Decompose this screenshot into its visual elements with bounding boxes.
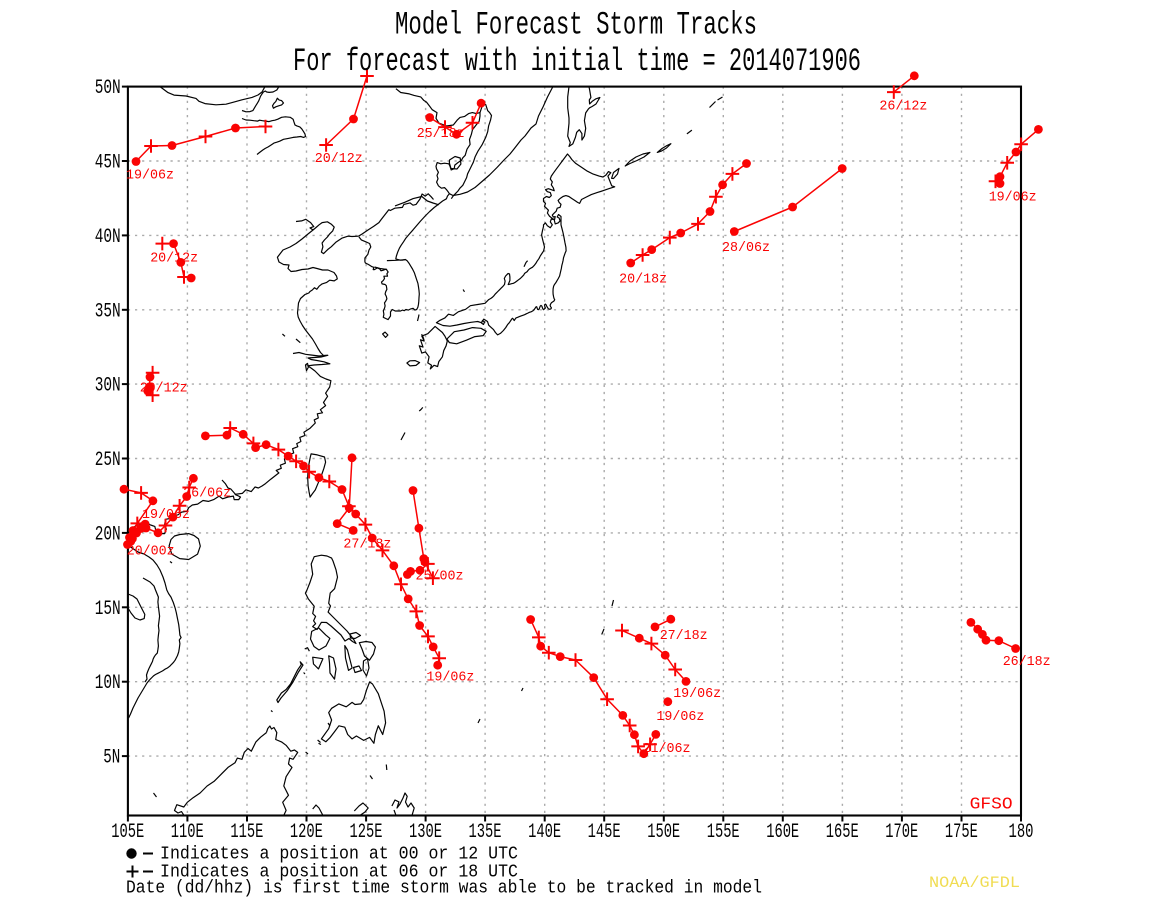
svg-text:35N: 35N bbox=[95, 300, 121, 323]
svg-text:180: 180 bbox=[1009, 821, 1034, 844]
svg-text:135E: 135E bbox=[469, 821, 502, 844]
svg-text:19/06z: 19/06z bbox=[673, 686, 721, 702]
svg-text:19/06z: 19/06z bbox=[656, 709, 704, 725]
svg-text:10N: 10N bbox=[95, 672, 121, 695]
svg-text:21/06z: 21/06z bbox=[643, 741, 691, 757]
svg-text:Indicates a position at 00 or: Indicates a position at 00 or 12 UTC bbox=[160, 845, 518, 865]
svg-text:140E: 140E bbox=[528, 821, 561, 844]
svg-text:115E: 115E bbox=[230, 821, 263, 844]
svg-text:125E: 125E bbox=[350, 821, 383, 844]
svg-text:160E: 160E bbox=[766, 821, 799, 844]
svg-text:20/00z: 20/00z bbox=[127, 543, 175, 559]
svg-text:105E: 105E bbox=[111, 821, 144, 844]
svg-text:27/18z: 27/18z bbox=[343, 536, 391, 552]
svg-text:Indicates a position at 06 or: Indicates a position at 06 or 18 UTC bbox=[160, 863, 518, 883]
svg-text:19/06z: 19/06z bbox=[126, 168, 174, 184]
svg-text:130E: 130E bbox=[409, 821, 442, 844]
svg-text:30N: 30N bbox=[95, 375, 121, 398]
svg-text:110E: 110E bbox=[171, 821, 204, 844]
svg-text:27/18z: 27/18z bbox=[660, 628, 708, 644]
svg-text:20N: 20N bbox=[95, 523, 121, 546]
svg-text:GFSO: GFSO bbox=[970, 796, 1013, 815]
svg-text:145E: 145E bbox=[588, 821, 621, 844]
svg-text:155E: 155E bbox=[707, 821, 740, 844]
svg-text:25/18z: 25/18z bbox=[417, 126, 465, 142]
svg-text:120E: 120E bbox=[290, 821, 323, 844]
svg-text:20/12z: 20/12z bbox=[150, 250, 198, 266]
svg-text:For forecast with initial time: For forecast with initial time = 2014071… bbox=[293, 43, 861, 80]
svg-text:15N: 15N bbox=[95, 598, 121, 621]
svg-text:19/06z: 19/06z bbox=[426, 670, 474, 686]
svg-text:20/12z: 20/12z bbox=[315, 151, 363, 167]
svg-text:26/12z: 26/12z bbox=[879, 98, 927, 114]
svg-text:Model Forecast Storm Tracks: Model Forecast Storm Tracks bbox=[395, 7, 757, 44]
svg-text:5N: 5N bbox=[103, 747, 120, 770]
svg-text:175E: 175E bbox=[945, 821, 978, 844]
svg-text:165E: 165E bbox=[826, 821, 859, 844]
svg-text:20/18z: 20/18z bbox=[619, 272, 667, 288]
svg-text:150E: 150E bbox=[647, 821, 680, 844]
svg-text:25/00z: 25/00z bbox=[416, 568, 464, 584]
svg-text:20/12z: 20/12z bbox=[140, 381, 188, 397]
svg-text:25N: 25N bbox=[95, 449, 121, 472]
svg-text:45N: 45N bbox=[95, 152, 121, 175]
svg-text:26/18z: 26/18z bbox=[1003, 654, 1051, 670]
svg-text:19/06z: 19/06z bbox=[142, 507, 190, 523]
svg-text:Date (dd/hhz) is first time st: Date (dd/hhz) is first time storm was ab… bbox=[126, 879, 762, 899]
svg-text:19/06z: 19/06z bbox=[989, 189, 1037, 205]
svg-text:26/06z: 26/06z bbox=[183, 486, 231, 502]
svg-text:40N: 40N bbox=[95, 226, 121, 249]
svg-text:NOAA/GFDL: NOAA/GFDL bbox=[929, 874, 1020, 892]
svg-text:170E: 170E bbox=[885, 821, 918, 844]
svg-text:28/06z: 28/06z bbox=[722, 240, 770, 256]
svg-text:50N: 50N bbox=[95, 77, 121, 100]
